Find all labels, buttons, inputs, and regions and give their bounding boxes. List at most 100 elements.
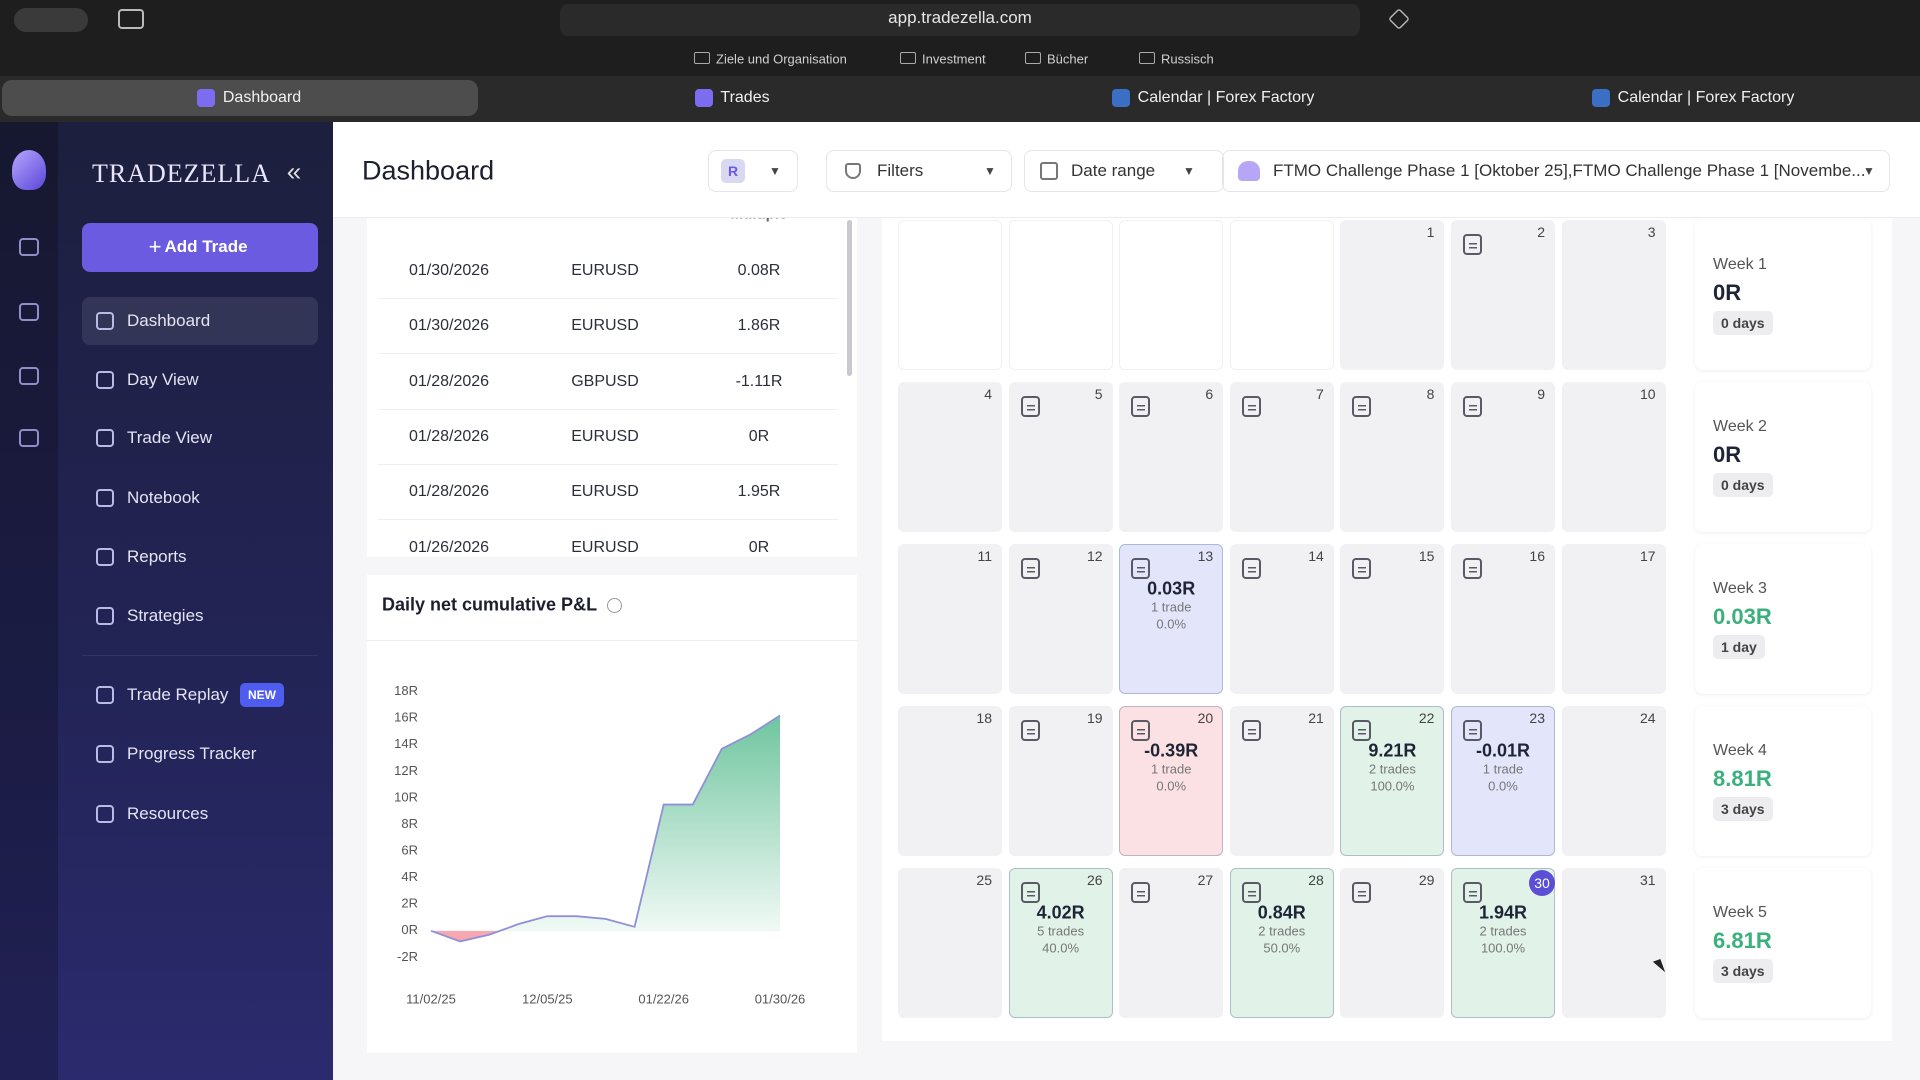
rail-icon[interactable] — [19, 429, 39, 447]
sidebar-toggle[interactable] — [118, 9, 144, 29]
rail-icon[interactable] — [19, 238, 39, 256]
day-cell[interactable] — [1561, 868, 1666, 1018]
filters-button[interactable] — [826, 150, 1012, 192]
note-icon[interactable] — [1241, 558, 1261, 579]
back-button[interactable] — [214, 8, 240, 32]
badge: NEW — [248, 688, 276, 702]
empty-cell — [1119, 220, 1224, 370]
day-cell[interactable] — [898, 544, 1002, 694]
week-card — [1695, 706, 1871, 856]
nav-icon — [96, 489, 114, 507]
day-cell[interactable] — [1340, 220, 1445, 370]
note-icon[interactable] — [1463, 396, 1482, 417]
note-icon[interactable] — [1463, 234, 1482, 255]
tab-title[interactable]: Trades — [720, 89, 770, 106]
trades-panel — [367, 218, 857, 557]
row-divider — [378, 408, 838, 410]
table-cell: -1.11R — [735, 372, 783, 390]
day-cell[interactable] — [898, 706, 1002, 856]
nav-item[interactable]: Strategies — [127, 606, 204, 625]
folder-icon — [900, 52, 916, 64]
scrollbar[interactable] — [847, 220, 852, 376]
add-trade-button[interactable] — [82, 223, 318, 272]
note-icon[interactable] — [1020, 720, 1040, 741]
bookmark[interactable]: Ziele und Organisation — [716, 51, 847, 67]
tab-title[interactable]: Dashboard — [222, 89, 302, 106]
day-cell[interactable] — [1561, 382, 1666, 532]
week-days: 3 days — [1713, 959, 1773, 983]
tab-title[interactable]: Calendar | Forex Factory — [1137, 89, 1315, 106]
day-pnl: -0.01R — [1475, 740, 1531, 761]
folder-icon — [1025, 52, 1041, 64]
rail-icon[interactable] — [19, 303, 39, 321]
note-icon[interactable] — [1352, 558, 1372, 579]
note-icon[interactable] — [1352, 720, 1372, 741]
note-icon[interactable] — [1131, 396, 1151, 417]
bookmark[interactable]: Russisch — [1161, 51, 1214, 67]
nav-item[interactable]: Reports — [127, 547, 187, 566]
note-icon[interactable] — [1463, 882, 1482, 903]
day-number: 8 — [1426, 386, 1435, 402]
nav-item[interactable]: Day View — [127, 370, 199, 389]
bookmark[interactable]: Investment — [922, 51, 986, 67]
week-pnl: 8.81R — [1713, 766, 1772, 791]
day-cell[interactable] — [898, 382, 1002, 532]
note-icon[interactable] — [1352, 882, 1372, 903]
note-icon[interactable] — [1463, 558, 1482, 579]
day-trades: 2 trades — [1368, 761, 1416, 777]
note-icon[interactable] — [1020, 882, 1040, 903]
table-cell: 0R — [748, 538, 770, 556]
table-cell: EURUSD — [571, 427, 639, 445]
table-cell: 01/28/2026 — [408, 427, 490, 445]
day-win-rate: 0.0% — [1156, 778, 1187, 794]
bookmark[interactable]: Bücher — [1047, 51, 1089, 67]
note-icon[interactable] — [1131, 558, 1151, 579]
note-icon[interactable] — [1020, 558, 1040, 579]
nav-item[interactable]: Notebook — [127, 488, 200, 507]
nav-item[interactable]: Trade Replay — [127, 685, 229, 704]
nav-item[interactable]: Resources — [127, 804, 209, 823]
empty-cell — [1008, 220, 1113, 370]
day-number: 2 — [1537, 224, 1545, 240]
day-win-rate: 50.0% — [1263, 940, 1301, 956]
day-trades: 5 trades — [1037, 923, 1085, 939]
chip-caret: ▼ — [769, 164, 781, 178]
active-tab[interactable] — [2, 80, 478, 116]
window-button[interactable] — [14, 8, 88, 32]
nav-item[interactable]: Dashboard — [127, 311, 211, 330]
day-number: 6 — [1205, 386, 1214, 402]
nav-item[interactable]: Progress Tracker — [127, 744, 257, 763]
logo — [12, 150, 46, 190]
address-bar[interactable] — [560, 4, 1360, 36]
day-cell[interactable] — [898, 868, 1002, 1018]
accounts-caret: ▼ — [1863, 164, 1875, 178]
day-cell[interactable] — [1561, 706, 1666, 856]
day-number: 13 — [1197, 548, 1214, 564]
note-icon[interactable] — [1463, 720, 1482, 741]
date-range-button[interactable] — [1024, 150, 1224, 192]
note-icon[interactable] — [1020, 396, 1040, 417]
table-cell: 01/28/2026 — [408, 483, 490, 501]
day-cell[interactable] — [1561, 220, 1666, 370]
day-number: 10 — [1640, 386, 1656, 402]
note-icon[interactable] — [1241, 720, 1261, 741]
url: app.tradezella.com — [888, 8, 1032, 27]
row-divider — [378, 519, 838, 521]
tab-title[interactable]: Calendar | Forex Factory — [1617, 89, 1795, 106]
rail-icon[interactable] — [19, 367, 39, 385]
tab-icon — [694, 89, 713, 107]
week-card — [1695, 544, 1871, 694]
add-trade-label[interactable]: Add Trade — [164, 237, 248, 256]
note-icon[interactable] — [1352, 396, 1372, 417]
nav-item[interactable]: Trade View — [127, 428, 213, 447]
day-cell[interactable] — [1561, 544, 1666, 694]
info-icon[interactable] — [607, 598, 622, 613]
accounts-button[interactable] — [1222, 150, 1890, 192]
note-icon[interactable] — [1241, 882, 1261, 903]
chip-box[interactable] — [708, 150, 798, 192]
note-icon[interactable] — [1131, 882, 1151, 903]
note-icon[interactable] — [1241, 396, 1261, 417]
week-label: Week 2 — [1713, 418, 1767, 435]
note-icon[interactable] — [1131, 720, 1151, 741]
table-cell: 1.86R — [737, 317, 781, 335]
